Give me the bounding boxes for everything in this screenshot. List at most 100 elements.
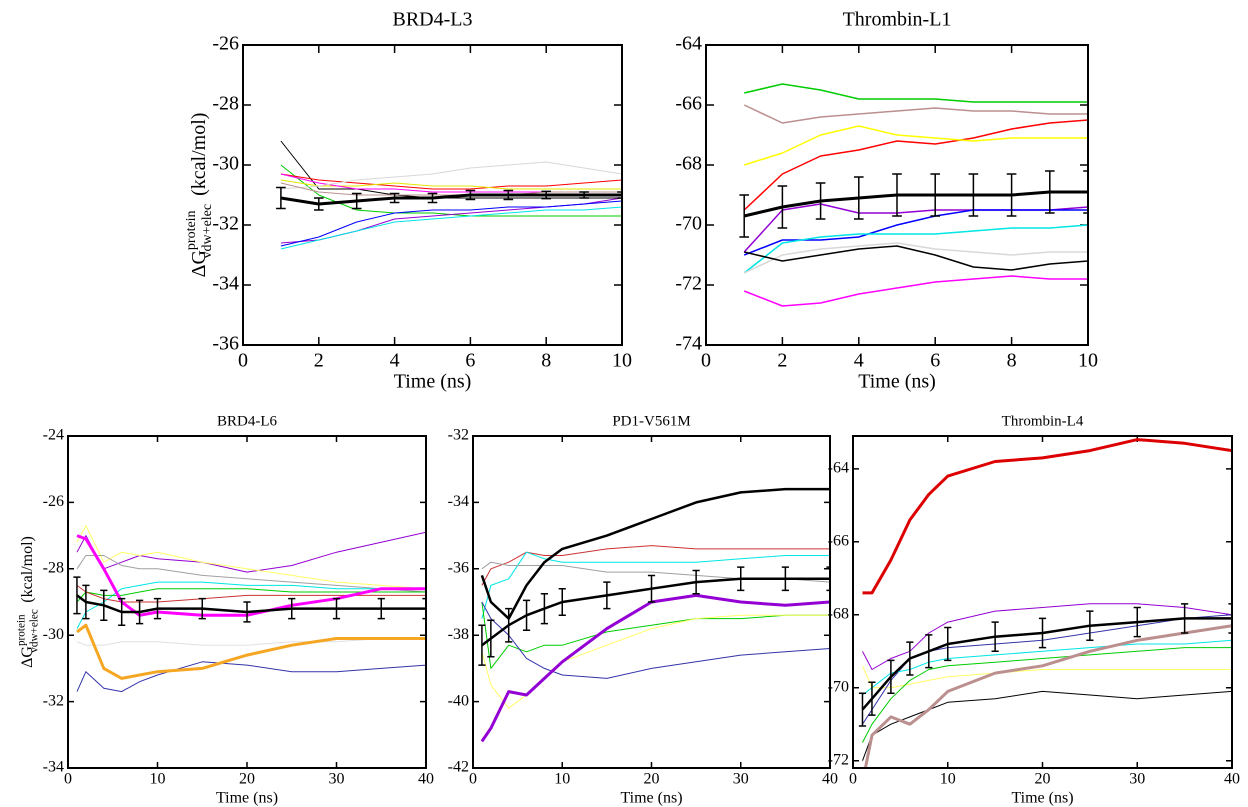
y-label-unit: (kcal/mol): [19, 536, 36, 603]
series-line: [280, 206, 622, 250]
x-tick-label: 6: [465, 350, 475, 372]
y-tick-label: -68: [675, 153, 702, 175]
series-line: [861, 617, 1232, 711]
series-line: [280, 200, 622, 247]
chart-title: BRD4-L6: [217, 413, 278, 429]
error-bar: [427, 192, 438, 204]
series-line: [481, 577, 830, 647]
error-bar: [153, 597, 162, 620]
chart-title: Thrombin-L1: [843, 9, 952, 31]
plot-area: [739, 83, 1088, 307]
error-bar: [925, 634, 933, 669]
series-line: [862, 690, 1232, 761]
x-tick-label: 8: [1007, 350, 1017, 372]
y-tick-label: -72: [828, 751, 849, 768]
error-bar: [968, 173, 979, 217]
y-tick-label: -38: [448, 626, 469, 643]
plot-frame: [242, 44, 623, 346]
x-tick-label: 4: [854, 350, 864, 372]
plot-area: [276, 140, 622, 250]
error-bar: [868, 681, 876, 716]
plot-area: [73, 525, 426, 693]
y-tick-label: -66: [828, 532, 849, 549]
error-bar: [1086, 610, 1094, 642]
y-label-sub: vdw+elec: [28, 609, 40, 653]
y-tick-label: -64: [675, 33, 702, 55]
error-bar: [1181, 603, 1189, 634]
series-line: [76, 531, 426, 573]
error-bar: [276, 186, 286, 210]
series-line: [76, 638, 426, 646]
plot-frame: [852, 435, 1233, 769]
y-tick-label: -30: [43, 626, 64, 643]
series-line: [280, 173, 622, 190]
x-tick-label: 40: [418, 771, 434, 788]
error-bar: [777, 185, 788, 229]
y-tick-label: -34: [448, 493, 469, 510]
series-line: [743, 125, 1088, 166]
x-tick-label: 2: [777, 350, 787, 372]
plot-area: [478, 487, 830, 743]
y-label-sup: protein: [15, 614, 27, 646]
error-bar: [465, 189, 476, 201]
error-bar: [1083, 170, 1088, 214]
error-bar: [136, 599, 144, 625]
x-tick-label: 10: [150, 771, 166, 788]
error-bar: [540, 592, 548, 625]
x-axis-label: Time (ns): [1011, 790, 1073, 807]
error-bar: [887, 659, 895, 694]
series-line: [76, 661, 426, 693]
x-tick-label: 30: [1129, 771, 1145, 788]
series-line: [76, 594, 426, 614]
y-label-sup: protein: [184, 210, 199, 250]
series-line: [863, 624, 1232, 768]
series-line: [481, 601, 830, 679]
error-bar: [944, 626, 952, 662]
y-tick-label: -66: [675, 93, 702, 115]
error-bar: [487, 619, 495, 658]
y-tick-label: -74: [675, 333, 702, 355]
y-tick-label: -26: [43, 493, 64, 510]
y-tick-label: -70: [675, 213, 702, 235]
series-line: [76, 584, 426, 603]
series-line: [76, 588, 426, 603]
error-bar: [332, 597, 341, 620]
series-line: [481, 545, 830, 586]
plot-frame: [705, 44, 1089, 346]
plot-frame: [472, 435, 831, 769]
error-bar: [558, 587, 566, 617]
error-bar: [1045, 170, 1055, 214]
error-bar: [815, 182, 826, 220]
error-bar: [351, 192, 362, 210]
x-tick-label: 0: [238, 350, 248, 372]
error-bar: [503, 189, 514, 201]
error-bar: [906, 641, 914, 676]
x-tick-label: 0: [849, 771, 857, 788]
y-tick-label: -32: [212, 213, 239, 235]
x-tick-label: 20: [644, 771, 660, 788]
error-bar: [505, 607, 513, 643]
x-tick-label: 8: [541, 350, 551, 372]
series-line: [743, 119, 1088, 211]
error-bar: [389, 192, 400, 204]
error-bar: [692, 569, 700, 595]
series-line: [76, 623, 426, 680]
error-bar: [73, 576, 81, 615]
error-bar: [647, 574, 656, 603]
x-tick-label: 10: [940, 771, 956, 788]
error-bar: [892, 173, 902, 217]
series-line: [280, 193, 622, 206]
error-bar: [617, 191, 622, 199]
chart-title: Thrombin-L4: [1002, 413, 1084, 429]
error-bar: [854, 176, 864, 220]
error-bar: [100, 589, 108, 622]
y-tick-label: -24: [43, 427, 64, 444]
series-line: [481, 551, 830, 619]
chart-title: BRD4-L3: [393, 9, 473, 31]
x-tick-label: 0: [469, 771, 477, 788]
error-bar: [198, 597, 206, 620]
series-line: [862, 614, 1232, 725]
y-axis-label: ΔGproteinvdw+elec (kcal/mol): [184, 113, 215, 278]
series-line: [743, 209, 1088, 256]
